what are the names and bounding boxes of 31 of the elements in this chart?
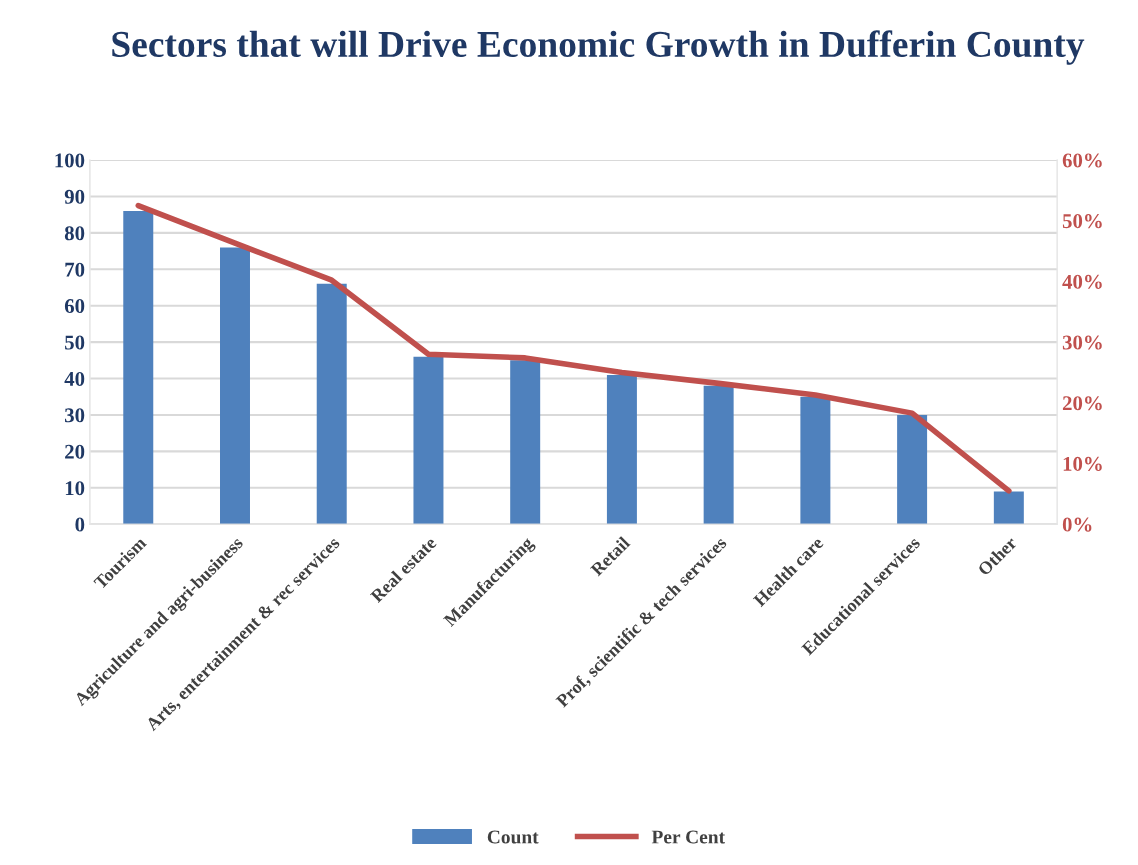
bar bbox=[703, 385, 734, 525]
y2-tick-label: 20% bbox=[1062, 396, 1102, 411]
y2-tick-label: 10% bbox=[1063, 456, 1102, 471]
y-tick-label: 20 bbox=[65, 444, 85, 459]
bar bbox=[220, 247, 250, 525]
y-tick-label: 80 bbox=[64, 226, 85, 241]
y2-tick-label: 0% bbox=[1062, 517, 1092, 532]
y2-tick-label: 50% bbox=[1062, 214, 1102, 229]
bar bbox=[606, 374, 637, 525]
bar bbox=[897, 414, 928, 525]
y-tick-label: 70 bbox=[65, 262, 85, 277]
bar bbox=[510, 360, 541, 525]
y2-tick-label: 60% bbox=[1062, 153, 1102, 168]
bar bbox=[800, 396, 831, 525]
bar bbox=[993, 491, 1024, 525]
y-tick-label: 0 bbox=[75, 517, 85, 532]
y-tick-label: 30 bbox=[64, 408, 85, 423]
y-tick-label: 100 bbox=[55, 153, 85, 168]
legend-label: Per Cent bbox=[651, 830, 725, 844]
y-tick-label: 40 bbox=[64, 371, 85, 386]
y-tick-label: 90 bbox=[64, 189, 85, 204]
y-tick-label: 10 bbox=[65, 481, 85, 496]
y-tick-label: 50 bbox=[65, 335, 85, 350]
legend-label: Count bbox=[487, 830, 539, 844]
bar bbox=[413, 356, 444, 525]
y-tick-label: 60 bbox=[64, 299, 85, 314]
y2-tick-label: 30% bbox=[1062, 335, 1102, 350]
y2-tick-label: 40% bbox=[1062, 274, 1102, 289]
bar bbox=[123, 211, 154, 525]
chart-title: Sectors that will Drive Economic Growth in Dufferin County bbox=[112, 30, 1085, 65]
bar bbox=[316, 283, 347, 525]
